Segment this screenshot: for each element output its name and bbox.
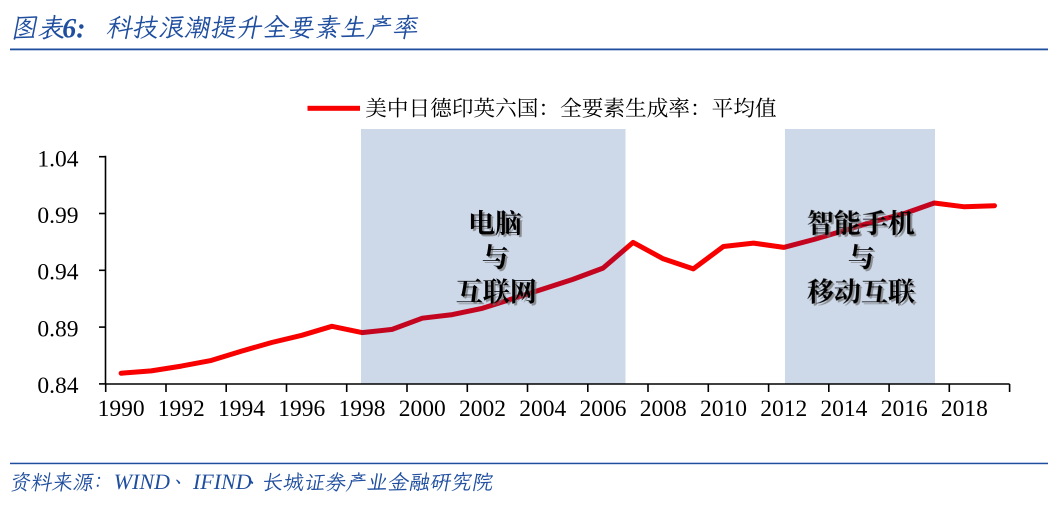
svg-text:2002: 2002 — [459, 396, 506, 422]
svg-text:2010: 2010 — [700, 396, 747, 422]
svg-text:0.84: 0.84 — [37, 373, 78, 399]
svg-text:1.04: 1.04 — [37, 147, 78, 173]
svg-text:2000: 2000 — [399, 396, 446, 422]
svg-text:1992: 1992 — [158, 396, 205, 422]
svg-text:1994: 1994 — [218, 396, 265, 422]
svg-text:2014: 2014 — [820, 396, 867, 422]
svg-text:2004: 2004 — [519, 396, 566, 422]
svg-text:2006: 2006 — [580, 396, 627, 422]
svg-text:2018: 2018 — [941, 396, 988, 422]
svg-text:0.94: 0.94 — [37, 260, 78, 286]
svg-text:2008: 2008 — [640, 396, 687, 422]
svg-text:0.99: 0.99 — [37, 203, 78, 229]
svg-text:1990: 1990 — [98, 396, 145, 422]
svg-text:2012: 2012 — [760, 396, 807, 422]
svg-text:1996: 1996 — [278, 396, 325, 422]
svg-text:1998: 1998 — [339, 396, 386, 422]
svg-text:0.89: 0.89 — [37, 316, 78, 342]
svg-text:2016: 2016 — [881, 396, 928, 422]
